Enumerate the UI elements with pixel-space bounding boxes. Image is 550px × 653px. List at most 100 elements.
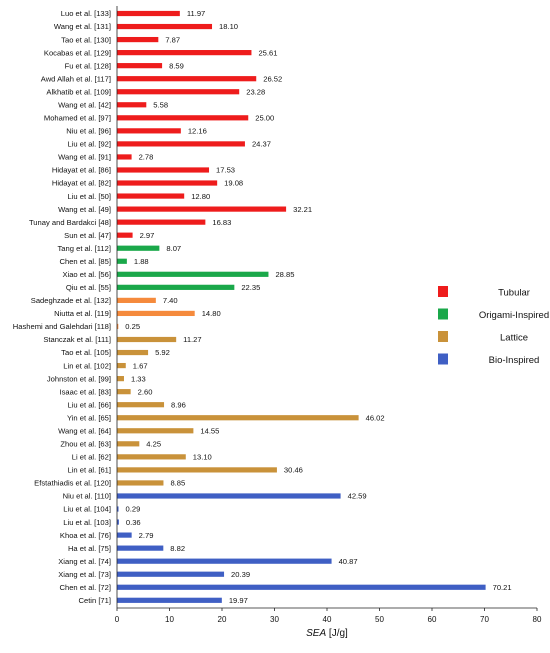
category-label: Sun et al. [47] xyxy=(64,231,111,240)
bar xyxy=(117,310,195,317)
category-label: Hidayat et al. [86] xyxy=(52,166,111,175)
category-label: Tang et al. [112] xyxy=(58,244,111,253)
category-label: Fu et al. [128] xyxy=(65,61,111,70)
value-label: 13.10 xyxy=(193,453,212,462)
category-label: Wang et al. [131] xyxy=(54,22,111,31)
value-label: 2.79 xyxy=(139,531,154,540)
category-label: Liu et al. [103] xyxy=(63,518,111,527)
value-label: 30.46 xyxy=(284,466,303,475)
value-label: 7.40 xyxy=(163,296,178,305)
x-tick-label: 60 xyxy=(428,615,437,624)
category-label: Stanczak et al. [111] xyxy=(43,335,111,344)
x-axis-title-var: SEA xyxy=(306,628,326,639)
category-label: Sadeghzade et al. [132] xyxy=(31,296,111,305)
x-axis-title-unit: [J/g] xyxy=(326,628,348,639)
bar xyxy=(117,36,159,43)
category-label: Niu et al. [110] xyxy=(63,492,111,501)
value-label: 19.97 xyxy=(229,596,248,605)
value-label: 5.92 xyxy=(155,348,170,357)
bar xyxy=(117,428,194,434)
value-label: 26.52 xyxy=(263,74,282,83)
category-label: Lin et al. [61] xyxy=(68,466,111,475)
value-label: 4.25 xyxy=(146,440,161,449)
axes: 0 10 20 30 40 50 60 70 80 xyxy=(115,6,542,624)
value-label: 1.88 xyxy=(134,257,149,266)
category-label: Khoa et al. [76] xyxy=(60,531,111,540)
value-label: 14.80 xyxy=(202,309,221,318)
x-tick-label: 50 xyxy=(375,615,384,624)
category-label: Liu et al. [66] xyxy=(68,400,111,409)
category-label: Liu et al. [104] xyxy=(63,505,111,514)
legend-label: Tubular xyxy=(498,288,530,299)
category-label: Hashemi and Galehdari [118] xyxy=(13,322,111,331)
legend-label: Lattice xyxy=(500,333,528,344)
bar xyxy=(117,467,277,473)
x-tick-label: 30 xyxy=(270,615,279,624)
bar xyxy=(117,23,213,30)
value-label: 11.97 xyxy=(187,9,205,18)
value-label: 23.28 xyxy=(246,87,265,96)
bar xyxy=(117,245,160,251)
value-label: 1.33 xyxy=(131,374,146,383)
value-label: 42.59 xyxy=(348,492,367,501)
value-label: 24.37 xyxy=(252,140,271,149)
value-label: 12.80 xyxy=(191,192,210,201)
bar xyxy=(117,597,222,603)
x-tick-label: 20 xyxy=(218,615,227,624)
bar xyxy=(117,89,240,95)
category-label: Wang et al. [91] xyxy=(58,153,111,162)
x-tick-label: 40 xyxy=(323,615,332,624)
bar xyxy=(117,10,180,17)
bar xyxy=(117,76,257,82)
value-label: 8.82 xyxy=(170,544,185,553)
category-label: Awd Allah et al. [117] xyxy=(41,74,111,83)
bar xyxy=(117,545,164,551)
category-label: Qiu et al. [55] xyxy=(66,283,111,292)
category-label: Xiang et al. [73] xyxy=(58,570,111,579)
bar xyxy=(117,297,156,303)
bar xyxy=(117,336,177,343)
category-label: Tao et al. [130] xyxy=(61,35,111,44)
value-labels: 11.97 18.10 7.87 25.61 8.59 26.52 23.28 5.58 25.… xyxy=(125,9,511,605)
value-label: 28.85 xyxy=(275,270,294,279)
value-label: 2.60 xyxy=(138,387,153,396)
category-label: Wang et al. [42] xyxy=(58,100,111,109)
category-label: Mohamed et al. [97] xyxy=(44,114,111,123)
category-label: Wang et al. [49] xyxy=(58,205,111,214)
x-tick-label: 70 xyxy=(480,615,489,624)
category-label: Tunay and Bardakci [48] xyxy=(29,218,111,227)
value-label: 25.00 xyxy=(255,114,274,123)
bar xyxy=(117,115,249,121)
value-label: 12.16 xyxy=(188,127,207,136)
value-label: 7.87 xyxy=(165,35,180,44)
value-label: 8.07 xyxy=(166,244,181,253)
bar xyxy=(117,584,486,590)
value-label: 0.36 xyxy=(126,518,141,527)
bar xyxy=(117,180,218,186)
bar xyxy=(117,206,287,212)
bar xyxy=(117,480,164,486)
legend-swatch xyxy=(438,353,448,365)
bar xyxy=(117,154,132,160)
value-label: 0.25 xyxy=(125,322,140,331)
bar xyxy=(117,323,119,330)
bar xyxy=(117,532,132,538)
value-label: 8.96 xyxy=(171,400,186,409)
bar xyxy=(117,271,269,277)
value-label: 8.59 xyxy=(169,61,184,70)
bar xyxy=(117,376,124,382)
value-label: 46.02 xyxy=(366,413,385,422)
category-label: Ha et al. [75] xyxy=(68,544,111,553)
category-label: Chen et al. [72] xyxy=(59,583,111,592)
bar xyxy=(117,232,133,238)
value-label: 70.21 xyxy=(493,583,512,592)
category-labels: Luo et al. [133] Wang et al. [131] Tao et … xyxy=(13,9,111,605)
category-label: Chen et al. [85] xyxy=(59,257,111,266)
bar xyxy=(117,389,131,395)
bar xyxy=(117,402,165,408)
bar xyxy=(117,571,225,577)
category-label: Niutta et al. [119] xyxy=(54,309,111,318)
bar xyxy=(117,219,206,225)
category-label: Zhou et al. [63] xyxy=(60,440,111,449)
